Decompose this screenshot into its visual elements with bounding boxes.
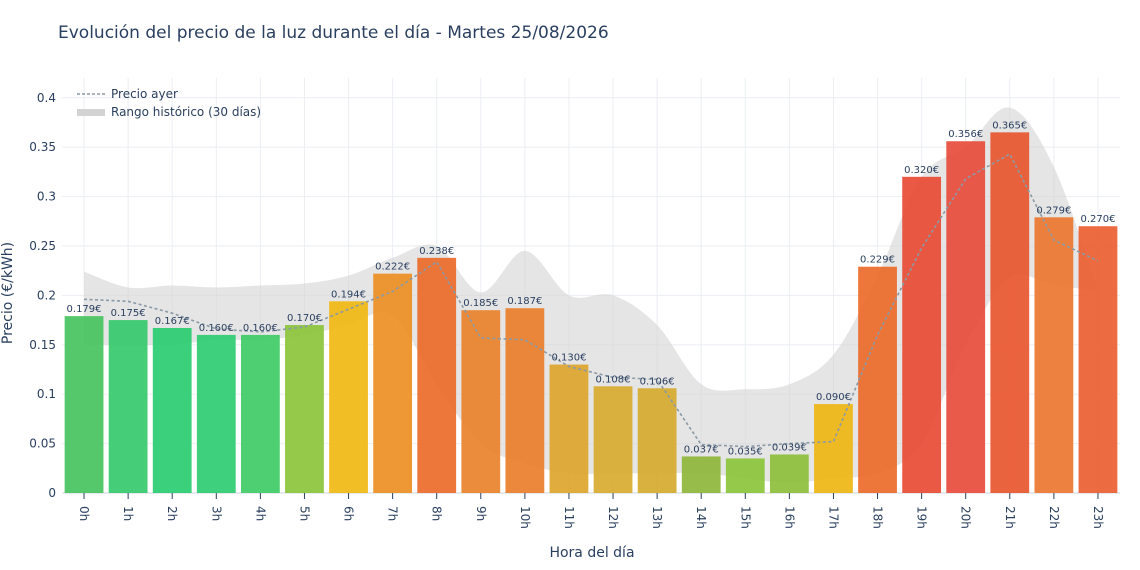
x-tick-label: 19h	[915, 506, 929, 529]
data-label-6h: 0.194€	[331, 289, 366, 300]
y-tick-label: 0.3	[37, 190, 56, 204]
bar-23h	[1078, 226, 1118, 493]
legend-range-label: Rango histórico (30 días)	[111, 105, 261, 119]
bar-0h	[64, 316, 104, 493]
bar-22h	[1034, 217, 1074, 494]
bar-14h	[681, 456, 721, 493]
y-tick-label: 0.25	[29, 239, 56, 253]
y-tick-label: 0.1	[37, 387, 56, 401]
x-tick-label: 11h	[562, 506, 576, 529]
data-label-0h: 0.179€	[67, 304, 102, 315]
data-label-5h: 0.170€	[287, 313, 322, 324]
y-tick-label: 0.15	[29, 338, 56, 352]
data-label-21h: 0.365€	[992, 120, 1027, 131]
yesterday-price-line	[84, 152, 1099, 448]
x-tick-label: 14h	[694, 506, 708, 529]
x-tick-label: 4h	[253, 506, 267, 521]
y-axis-title: Precio (€/kWh)	[0, 242, 16, 344]
data-label-8h: 0.238€	[419, 246, 454, 257]
x-tick-label: 21h	[1003, 506, 1017, 529]
bar-11h	[549, 364, 589, 493]
data-label-17h: 0.090€	[816, 392, 851, 403]
data-label-2h: 0.167€	[155, 316, 190, 327]
x-tick-label: 5h	[297, 506, 311, 521]
x-axis-title: Hora del día	[549, 545, 634, 561]
bar-10h	[505, 308, 545, 493]
x-tick-label: 7h	[386, 506, 400, 521]
bar-5h	[285, 325, 324, 493]
legend-range-swatch	[77, 109, 105, 116]
x-tick-label: 23h	[1091, 506, 1105, 529]
bar-13h	[637, 388, 677, 493]
data-label-4h: 0.160€	[243, 323, 278, 334]
data-label-11h: 0.130€	[551, 353, 586, 364]
data-label-18h: 0.229€	[860, 255, 895, 266]
x-tick-label: 10h	[518, 506, 532, 529]
x-tick-label: 0h	[77, 506, 91, 521]
data-label-16h: 0.039€	[772, 442, 807, 453]
y-tick-label: 0.05	[29, 437, 56, 451]
bar-1h	[108, 320, 148, 493]
data-label-19h: 0.320€	[904, 165, 939, 176]
legend-yesterday-label: Precio ayer	[111, 87, 178, 101]
data-label-1h: 0.175€	[111, 308, 146, 319]
bar-4h	[240, 334, 280, 493]
y-tick-label: 0	[48, 486, 56, 500]
data-label-22h: 0.279€	[1036, 205, 1071, 216]
x-tick-label: 18h	[871, 506, 885, 529]
yesterday-line	[84, 152, 1099, 448]
bar-7h	[373, 273, 413, 493]
bar-8h	[417, 257, 457, 493]
bar-3h	[196, 334, 236, 493]
data-label-13h: 0.106€	[640, 376, 675, 387]
x-tick-label: 13h	[650, 506, 664, 529]
data-labels: 0.179€ 0.175€ 0.167€ 0.160€ 0.160€ 0.170€ 0.19…	[67, 120, 1116, 457]
bar-20h	[946, 141, 986, 493]
bar-12h	[593, 386, 633, 493]
bar-17h	[814, 404, 853, 493]
y-tick-label: 0.35	[29, 140, 56, 154]
y-tick-label: 0.4	[37, 91, 56, 105]
data-label-7h: 0.222€	[375, 262, 410, 273]
x-tick-label: 17h	[826, 506, 840, 529]
x-tick-label: 15h	[738, 506, 752, 529]
x-tick-label: 12h	[606, 506, 620, 529]
x-tick-label: 6h	[342, 506, 356, 521]
bar-2h	[152, 327, 192, 493]
axes: 0 0.05 0.1 0.15 0.2 0.25 0.3 0.35 0.4 0h 1h 2h 3h 4h 5…	[29, 91, 1105, 529]
data-label-10h: 0.187€	[507, 296, 542, 307]
data-label-3h: 0.160€	[199, 323, 234, 334]
y-tick-label: 0.2	[37, 288, 56, 302]
data-label-9h: 0.185€	[463, 298, 498, 309]
x-tick-label: 3h	[209, 506, 223, 521]
historical-range-area	[84, 107, 1098, 484]
chart-title: Evolución del precio de la luz durante e…	[58, 23, 609, 43]
bar-6h	[329, 301, 368, 493]
legend: Precio ayer Rango histórico (30 días)	[77, 87, 261, 119]
data-label-14h: 0.037€	[684, 444, 719, 455]
bars	[64, 132, 1118, 494]
x-tick-label: 16h	[782, 506, 796, 529]
data-label-20h: 0.356€	[948, 129, 983, 140]
bar-15h	[725, 458, 765, 493]
bar-21h	[990, 132, 1030, 493]
bar-19h	[902, 176, 942, 494]
data-label-12h: 0.108€	[596, 374, 631, 385]
bar-18h	[858, 266, 897, 493]
x-tick-label: 2h	[165, 506, 179, 521]
x-tick-label: 1h	[121, 506, 135, 521]
x-tick-label: 9h	[474, 506, 488, 521]
historical-range-band	[84, 107, 1098, 484]
bar-16h	[769, 454, 809, 493]
x-tick-label: 20h	[959, 506, 973, 529]
data-label-23h: 0.270€	[1080, 214, 1115, 225]
x-tick-label: 8h	[430, 506, 444, 521]
x-tick-label: 22h	[1047, 506, 1061, 529]
data-label-15h: 0.035€	[728, 446, 763, 457]
bar-9h	[461, 310, 501, 493]
